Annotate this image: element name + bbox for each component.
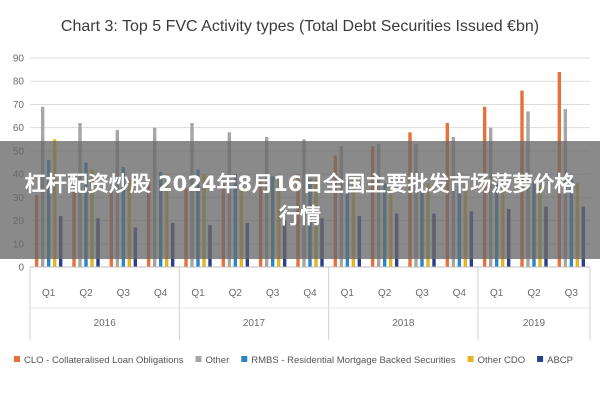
legend: CLO - Collateralised Loan Obligations Oth… (14, 355, 573, 366)
legend-swatch (537, 356, 544, 362)
y-tick-label: 90 (13, 54, 25, 65)
legend-swatch (14, 356, 20, 362)
legend-label: ABCP (547, 355, 573, 366)
legend-label: Other (205, 355, 229, 366)
quarter-label: Q3 (565, 288, 579, 299)
legend-swatch (195, 356, 202, 362)
quarter-label: Q4 (453, 288, 467, 299)
quarter-label: Q2 (79, 288, 93, 299)
chart-title: Chart 3: Top 5 FVC Activity types (Total… (61, 18, 539, 35)
quarter-label: Q1 (341, 288, 355, 299)
y-tick-label: 60 (13, 123, 25, 134)
quarter-label: Q4 (154, 288, 168, 299)
quarter-label: Q2 (229, 288, 243, 299)
y-tick-label: 70 (13, 100, 25, 111)
legend-swatch (467, 356, 474, 362)
quarter-label: Q1 (42, 288, 56, 299)
year-label: 2018 (392, 318, 415, 329)
quarter-label: Q2 (527, 288, 541, 299)
quarter-label: Q3 (117, 288, 131, 299)
y-tick-label: 0 (18, 263, 24, 274)
legend-label: CLO - Collateralised Loan Obligations (24, 355, 184, 366)
year-label: 2017 (243, 318, 266, 329)
quarter-label: Q1 (191, 288, 205, 299)
legend-label: RMBS - Residential Mortgage Backed Secur… (251, 355, 456, 366)
quarter-label: Q1 (490, 288, 504, 299)
y-tick-label: 80 (13, 77, 25, 88)
year-label: 2016 (94, 318, 117, 329)
year-label: 2019 (523, 318, 546, 329)
legend-label: Other CDO (478, 355, 526, 366)
quarter-label: Q3 (415, 288, 429, 299)
quarter-label: Q4 (303, 288, 317, 299)
headline-overlay: 杠杆配资炒股 2024年8月16日全国主要批发市场菠萝价格行情 (0, 141, 600, 259)
quarter-label: Q2 (378, 288, 392, 299)
headline-text: 杠杆配资炒股 2024年8月16日全国主要批发市场菠萝价格行情 (24, 172, 576, 228)
x-axis: Q1 Q2 Q3 Q4 Q1 Q2 Q3 Q4 Q1 Q2 Q3 Q4 Q1 Q2 Q3 2016 2017 20… (29, 266, 591, 340)
quarter-label: Q3 (266, 288, 280, 299)
legend-swatch (241, 356, 248, 362)
